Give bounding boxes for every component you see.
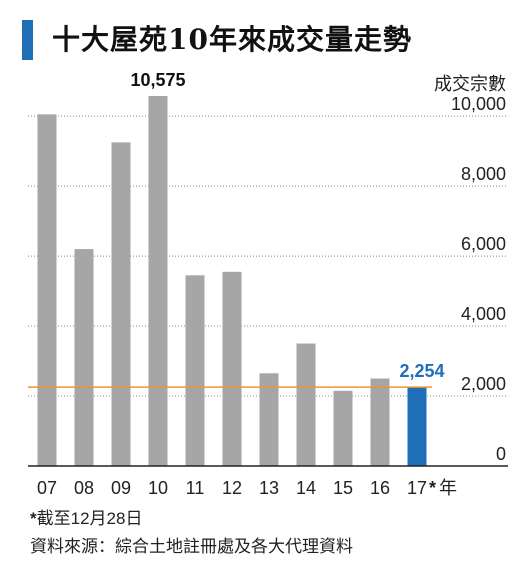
bar (185, 275, 205, 466)
bar (37, 114, 57, 466)
y-tick-label: 4,000 (461, 304, 506, 324)
bar (333, 390, 353, 466)
x-tick-label: 09 (111, 478, 131, 498)
x-unit-label: 年 (439, 478, 457, 498)
x-tick-label: 07 (37, 478, 57, 498)
footnote: *截至12月28日 (30, 504, 142, 529)
bar (407, 387, 427, 466)
bar (148, 96, 168, 466)
footnote-mark: * (30, 509, 37, 528)
x-tick-label: 13 (259, 478, 279, 498)
y-tick-label: 8,000 (461, 164, 506, 184)
y-tick-label: 10,000 (451, 94, 506, 114)
footnote-text: 截至12月28日 (36, 509, 143, 528)
x-tick-label: 12 (222, 478, 242, 498)
bar (370, 378, 390, 466)
bar (111, 142, 131, 466)
y-tick-label: 2,000 (461, 374, 506, 394)
x-last-marker: * (429, 478, 436, 498)
bar (296, 343, 316, 466)
y-tick-label: 6,000 (461, 234, 506, 254)
x-tick-label: 17 (407, 478, 427, 498)
title-accent-bar (22, 20, 33, 60)
x-tick-label: 11 (186, 478, 205, 498)
x-tick-label: 16 (370, 478, 390, 498)
data-label: 10,575 (130, 70, 185, 90)
bar (74, 249, 94, 466)
y-tick-label: 0 (496, 444, 506, 464)
data-label: 2,254 (399, 361, 444, 381)
x-tick-label: 14 (296, 478, 316, 498)
x-tick-label: 08 (74, 478, 94, 498)
y-axis-label: 成交宗數 (434, 74, 506, 94)
x-tick-label: 15 (333, 478, 353, 498)
chart-title: 十大屋苑10年來成交量走勢 (52, 23, 412, 56)
source-note: 資料來源：綜合土地註冊處及各大代理資料 (30, 537, 353, 556)
x-tick-label: 10 (148, 478, 168, 498)
bar (222, 271, 242, 466)
bar (259, 373, 279, 466)
